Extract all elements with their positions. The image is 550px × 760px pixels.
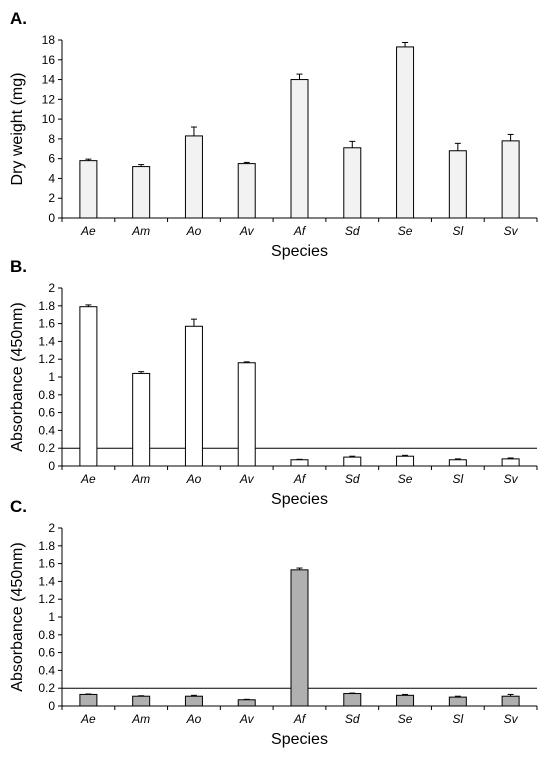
y-tick-label: 10 xyxy=(42,112,56,126)
category-label: Sd xyxy=(345,712,360,726)
bar-Af xyxy=(290,79,309,219)
y-tick-label: 1.6 xyxy=(38,317,55,331)
category-label: Am xyxy=(131,472,150,486)
y-axis-title: Absorbance (450nm) xyxy=(9,542,26,691)
bar-Sl xyxy=(448,150,467,219)
bar-Ae xyxy=(79,693,98,707)
category-label: Af xyxy=(293,472,307,486)
y-tick-label: 8 xyxy=(48,132,55,146)
bar-Ae xyxy=(79,306,98,467)
bar-Am xyxy=(132,372,151,467)
bar-Am xyxy=(132,166,151,219)
y-tick-label: 1.4 xyxy=(38,334,55,348)
category-label: Av xyxy=(239,712,255,726)
panel-label: A. xyxy=(10,9,27,28)
bar-Am xyxy=(132,695,151,707)
y-axis-title: Absorbance (450nm) xyxy=(9,302,26,451)
bar-Ae xyxy=(79,160,98,219)
y-tick-label: 2 xyxy=(48,281,55,295)
category-label: Av xyxy=(239,224,255,238)
y-tick-label: 0.4 xyxy=(38,423,55,437)
bar-Av xyxy=(237,163,256,219)
bar-Ao xyxy=(184,695,203,707)
panel-label: C. xyxy=(10,497,27,516)
y-tick-label: 1.8 xyxy=(38,539,55,553)
category-label: Ae xyxy=(80,712,96,726)
bar-Av xyxy=(237,362,256,467)
bar-Sd xyxy=(343,456,362,467)
y-tick-label: 0.6 xyxy=(38,646,55,660)
category-label: Se xyxy=(398,712,413,726)
x-axis-title: Species xyxy=(271,731,328,748)
category-label: Sv xyxy=(504,712,519,726)
bar-Af xyxy=(290,459,309,467)
bar-Ao xyxy=(184,135,203,219)
bar-Sv xyxy=(501,695,520,707)
category-label: Ao xyxy=(186,472,202,486)
category-label: Sv xyxy=(504,472,519,486)
y-tick-label: 1.4 xyxy=(38,574,55,588)
y-tick-label: 1.6 xyxy=(38,557,55,571)
bar-Sd xyxy=(343,693,362,707)
category-label: Sl xyxy=(452,472,463,486)
category-label: Sl xyxy=(452,224,463,238)
bar-Sv xyxy=(501,140,520,219)
y-tick-label: 1.2 xyxy=(38,352,55,366)
y-tick-label: 0.2 xyxy=(38,681,55,695)
bar-Sl xyxy=(448,459,467,467)
y-tick-label: 0.6 xyxy=(38,406,55,420)
bar-Sl xyxy=(448,696,467,707)
y-axis-title: Dry weight (mg) xyxy=(9,73,26,186)
y-tick-label: 1.8 xyxy=(38,299,55,313)
category-label: Sd xyxy=(345,224,360,238)
x-axis-title: Species xyxy=(271,491,328,508)
bar-Sd xyxy=(343,147,362,219)
y-tick-label: 1.2 xyxy=(38,592,55,606)
y-tick-label: 0 xyxy=(48,459,55,473)
y-tick-label: 0.8 xyxy=(38,628,55,642)
panel-label: B. xyxy=(10,257,27,276)
category-label: Af xyxy=(293,712,307,726)
y-tick-label: 4 xyxy=(48,171,55,185)
category-label: Ae xyxy=(80,224,96,238)
y-tick-label: 16 xyxy=(42,53,56,67)
category-label: Av xyxy=(239,472,255,486)
bar-Se xyxy=(396,694,415,707)
bar-Se xyxy=(396,455,415,467)
y-tick-label: 0.4 xyxy=(38,663,55,677)
category-label: Am xyxy=(131,224,150,238)
y-tick-label: 14 xyxy=(42,73,56,87)
bar-Se xyxy=(396,46,415,219)
category-label: Se xyxy=(398,472,413,486)
category-label: Ao xyxy=(186,712,202,726)
category-label: Ae xyxy=(80,472,96,486)
y-tick-label: 1 xyxy=(48,610,55,624)
y-tick-label: 6 xyxy=(48,152,55,166)
y-tick-label: 0.2 xyxy=(38,441,55,455)
y-tick-label: 2 xyxy=(48,521,55,535)
category-label: Sl xyxy=(452,712,463,726)
bar-Sv xyxy=(501,458,520,467)
x-axis-title: Species xyxy=(271,243,328,260)
y-tick-label: 2 xyxy=(48,191,55,205)
bar-Af xyxy=(290,569,309,707)
y-tick-label: 1 xyxy=(48,370,55,384)
y-tick-label: 18 xyxy=(42,33,56,47)
category-label: Af xyxy=(293,224,307,238)
category-label: Sd xyxy=(345,472,360,486)
category-label: Se xyxy=(398,224,413,238)
y-tick-label: 0.8 xyxy=(38,388,55,402)
bar-Av xyxy=(237,699,256,707)
category-label: Ao xyxy=(186,224,202,238)
y-tick-label: 0 xyxy=(48,699,55,713)
y-tick-label: 0 xyxy=(48,211,55,225)
bar-Ao xyxy=(184,325,203,467)
category-label: Am xyxy=(131,712,150,726)
category-label: Sv xyxy=(504,224,519,238)
y-tick-label: 12 xyxy=(42,92,56,106)
